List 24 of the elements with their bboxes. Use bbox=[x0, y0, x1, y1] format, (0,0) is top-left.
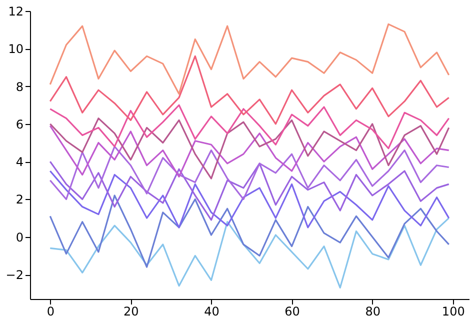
line-series bbox=[49, 125, 450, 178]
x-tick-label: 60 bbox=[284, 304, 300, 318]
line-series bbox=[49, 55, 450, 125]
y-tick-label: 10 bbox=[8, 42, 24, 56]
line-series bbox=[49, 194, 450, 268]
x-tick-label: 20 bbox=[124, 304, 139, 318]
line-series bbox=[49, 117, 450, 180]
line-series bbox=[49, 146, 450, 200]
line-series bbox=[49, 23, 450, 95]
x-tick-label: 80 bbox=[365, 304, 380, 318]
line-series bbox=[49, 104, 450, 150]
y-tick-label: 0 bbox=[16, 230, 24, 244]
y-tick-label: 12 bbox=[8, 4, 24, 18]
y-tick-label: 4 bbox=[16, 155, 24, 170]
line-series bbox=[49, 160, 450, 221]
y-tick-label: −2 bbox=[6, 268, 24, 282]
x-tick-label: 100 bbox=[442, 304, 465, 318]
y-tick-label: 8 bbox=[16, 80, 24, 94]
y-tick-label: 2 bbox=[16, 192, 24, 207]
line-series bbox=[49, 217, 450, 289]
x-tick-label: 40 bbox=[204, 304, 220, 318]
line-series bbox=[49, 170, 450, 228]
y-tick-label: 6 bbox=[16, 117, 24, 132]
x-tick-label: 0 bbox=[46, 304, 54, 318]
